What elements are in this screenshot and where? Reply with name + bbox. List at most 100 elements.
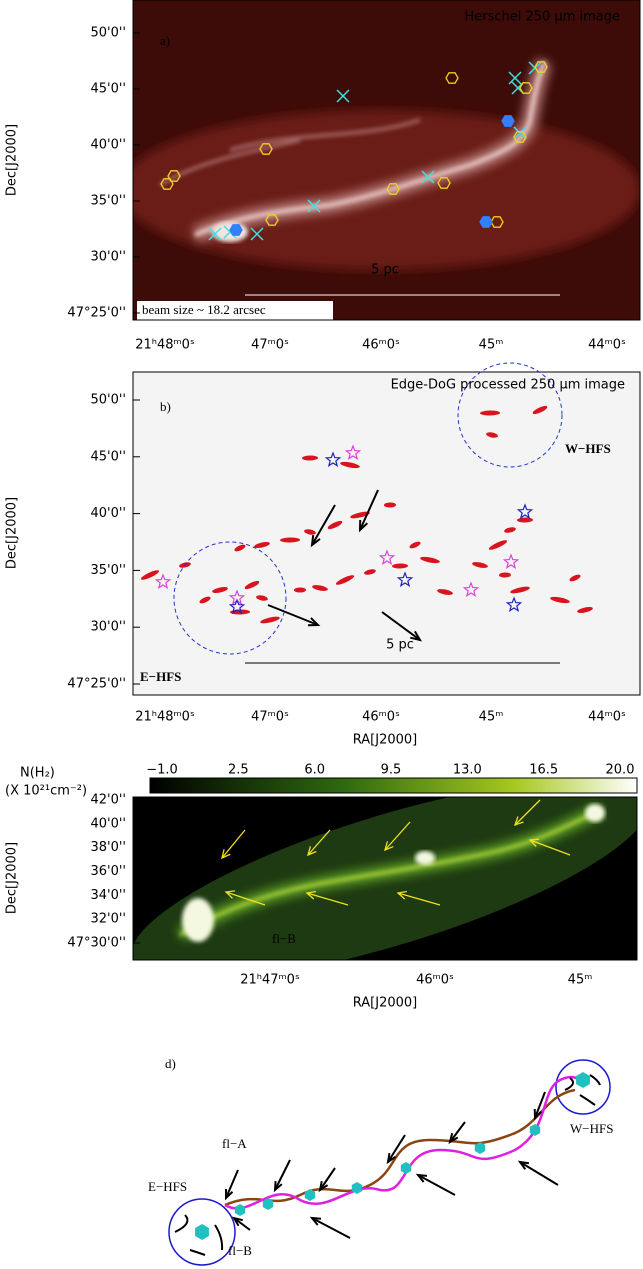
source-cross <box>508 71 522 85</box>
panel-label: d) <box>165 1056 176 1071</box>
y-tick-label: 35'0'' <box>90 194 126 209</box>
arrow <box>307 829 331 856</box>
arrow <box>384 821 411 851</box>
blob <box>437 589 453 595</box>
source-star <box>462 581 480 598</box>
x-tick-label: 21ʰ48ᵐ0ˢ <box>135 338 195 353</box>
arrowhead <box>358 519 369 533</box>
colorbar-tick-label: 16.5 <box>529 763 558 778</box>
arrow <box>417 1174 456 1196</box>
filament-label: fl−A <box>222 1136 247 1151</box>
arrowhead <box>310 534 321 548</box>
source-cross <box>421 170 435 184</box>
source-hex <box>160 178 174 190</box>
x-tick-label: 44ᵐ0ˢ <box>588 710 626 725</box>
source-hex <box>229 224 243 236</box>
blob <box>517 517 533 523</box>
blob <box>550 596 570 604</box>
blob <box>254 541 270 549</box>
x-tick-label: 45ᵐ <box>568 973 593 988</box>
colorbar-unit: (X 10²¹cm⁻²) <box>5 784 87 799</box>
arrowhead <box>231 1216 243 1227</box>
blob <box>569 574 581 582</box>
blob <box>577 606 593 614</box>
colorbar <box>149 777 638 794</box>
branch <box>579 1094 596 1106</box>
arrow <box>225 891 266 906</box>
colorbar-tick-label: 2.5 <box>228 763 249 778</box>
arrow <box>387 1134 406 1163</box>
arrow <box>359 489 379 531</box>
source-hex <box>386 183 400 195</box>
blob <box>480 410 500 416</box>
y-tick-label: 50'0'' <box>90 393 126 408</box>
hub <box>234 1204 246 1216</box>
arrow <box>225 1169 239 1199</box>
x-tick-label: 46ᵐ0ˢ <box>416 973 454 988</box>
arrow <box>519 1161 559 1186</box>
blob <box>510 586 530 594</box>
x-tick-label: 46ᵐ0ˢ <box>362 710 400 725</box>
blob <box>256 595 268 601</box>
arrowhead <box>448 1133 459 1145</box>
arrowhead <box>224 1188 234 1201</box>
source-star <box>324 451 342 468</box>
region-label: W−HFS <box>565 441 611 456</box>
x-axis-label: RA[J2000] <box>353 733 417 748</box>
source-cross <box>208 227 222 241</box>
blob <box>304 529 316 535</box>
source-hex <box>437 177 451 189</box>
y-tick-label: 30'0'' <box>90 250 126 265</box>
arrowhead <box>513 816 524 827</box>
source-hex <box>534 61 548 73</box>
hub <box>351 1182 363 1194</box>
arrowhead <box>415 1173 428 1183</box>
arrow <box>233 1217 251 1231</box>
blob <box>199 596 211 604</box>
y-tick-label: 50'0'' <box>90 26 126 41</box>
x-axis-label: RA[J2000] <box>353 996 417 1011</box>
source-hex <box>519 82 533 94</box>
branch <box>589 1074 601 1086</box>
blob <box>486 432 498 438</box>
blob <box>409 541 421 549</box>
arrow <box>397 892 441 906</box>
arrowhead <box>396 890 407 900</box>
y-tick-label: 32'0'' <box>90 912 126 927</box>
source-star <box>396 571 414 588</box>
dog-image <box>132 371 641 696</box>
source-hex <box>167 170 181 182</box>
arrow <box>311 504 336 546</box>
source-cross <box>307 199 321 213</box>
blob <box>384 502 396 508</box>
source-star <box>228 598 246 615</box>
hub <box>262 1198 274 1210</box>
arrow <box>221 829 246 859</box>
y-tick-label: 35'0'' <box>90 563 126 578</box>
hub <box>576 1072 590 1088</box>
source-cross <box>336 89 350 103</box>
x-tick-label: 44ᵐ0ˢ <box>588 338 626 353</box>
beam-note: beam size ~ 18.2 arcsec <box>142 302 266 317</box>
arrowhead <box>528 838 540 847</box>
herschel-image <box>133 0 640 320</box>
beam-note: beam size ~ 13.5 arcsec <box>450 929 574 944</box>
arrowhead <box>533 1108 542 1121</box>
colorbar-tick-label: −1.0 <box>146 763 178 778</box>
hub <box>400 1162 412 1174</box>
region-label: E−HFS <box>148 1179 187 1194</box>
blob <box>488 540 508 550</box>
branch <box>174 1214 189 1233</box>
y-axis-label: Dec[J2000] <box>5 842 20 914</box>
arrowhead <box>305 890 316 900</box>
arrowhead <box>307 846 317 857</box>
y-tick-label: 36'0'' <box>90 864 126 879</box>
arrowhead <box>318 1180 329 1193</box>
y-tick-label: 38'0'' <box>90 840 126 855</box>
blob <box>244 580 260 590</box>
arrowhead <box>273 1180 283 1193</box>
region-label: W−HFS <box>570 1121 613 1136</box>
arrow <box>529 839 571 856</box>
x-tick-label: 47ᵐ0ˢ <box>251 710 289 725</box>
